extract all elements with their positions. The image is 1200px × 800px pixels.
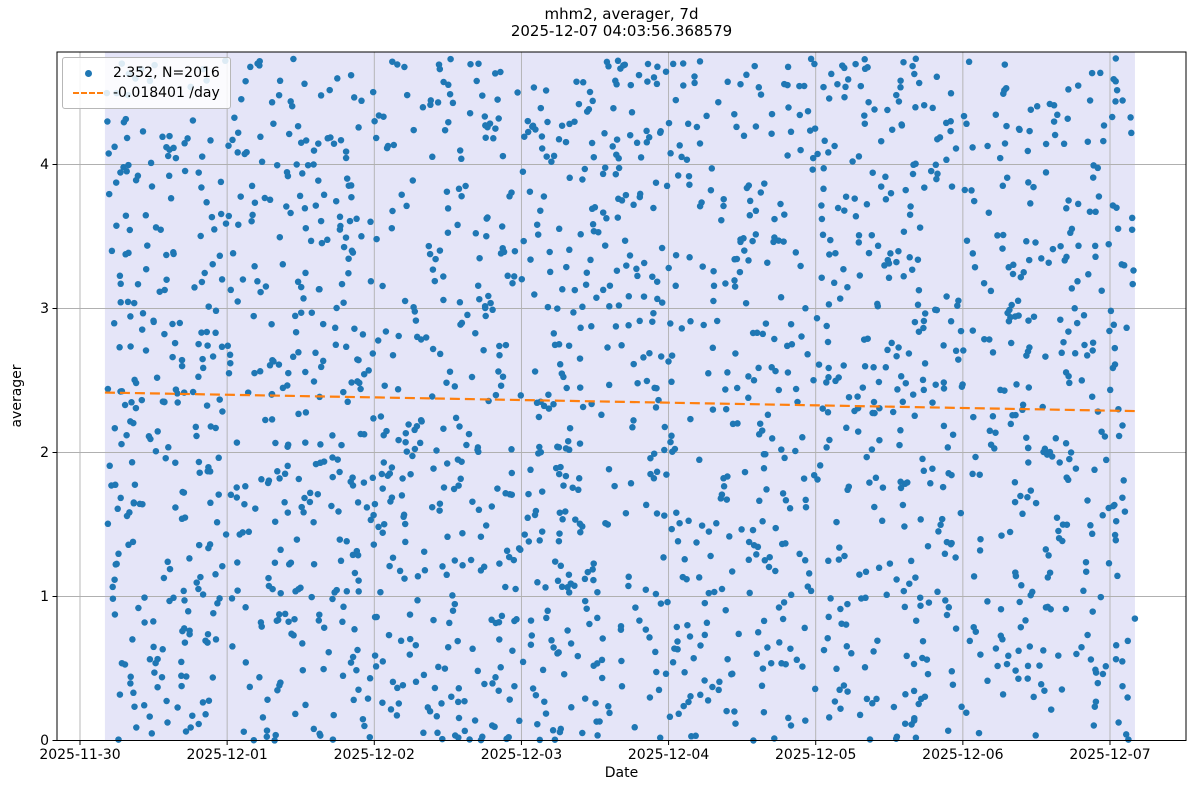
chart-title-block: mhm2, averager, 7d 2025-12-07 04:03:56.3…	[57, 6, 1186, 40]
x-tick-label: 2025-12-03	[480, 747, 563, 763]
scatter-points	[103, 55, 1139, 744]
y-tick-label: 3	[40, 300, 49, 317]
legend-entry-scatter: 2.352, N=2016	[71, 63, 220, 83]
scatter-marker-icon	[71, 69, 105, 77]
chart-subtitle: 2025-12-07 04:03:56.368579	[510, 22, 733, 40]
x-tick-label: 2025-12-05	[775, 747, 857, 763]
legend-entry-trend-label: -0.018401 /day	[113, 85, 220, 101]
x-tick-label: 2025-12-06	[922, 747, 1004, 763]
legend-entry-trend: -0.018401 /day	[71, 83, 220, 103]
x-axis-label: Date	[604, 765, 639, 781]
y-tick-label: 0	[40, 732, 49, 749]
y-tick-label: 1	[40, 588, 49, 605]
x-tick-label: 2025-12-04	[627, 747, 710, 763]
trend-line	[104, 391, 1135, 413]
y-tick-label: 2	[40, 444, 49, 461]
chart-title: mhm2, averager, 7d	[544, 5, 699, 23]
x-tick-label: 2025-12-02	[333, 747, 415, 763]
x-tick-label: 2025-11-30	[39, 747, 121, 763]
x-tick-label: 2025-12-07	[1069, 747, 1151, 763]
trend-dashed-line-icon	[71, 92, 105, 94]
axes-border	[56, 51, 1187, 741]
x-tick-label: 2025-12-01	[186, 747, 268, 763]
legend-entry-scatter-label: 2.352, N=2016	[113, 65, 220, 81]
legend: 2.352, N=2016 -0.018401 /day	[62, 57, 231, 109]
y-tick-label: 4	[40, 156, 49, 173]
y-axis-label: averager	[9, 364, 25, 428]
